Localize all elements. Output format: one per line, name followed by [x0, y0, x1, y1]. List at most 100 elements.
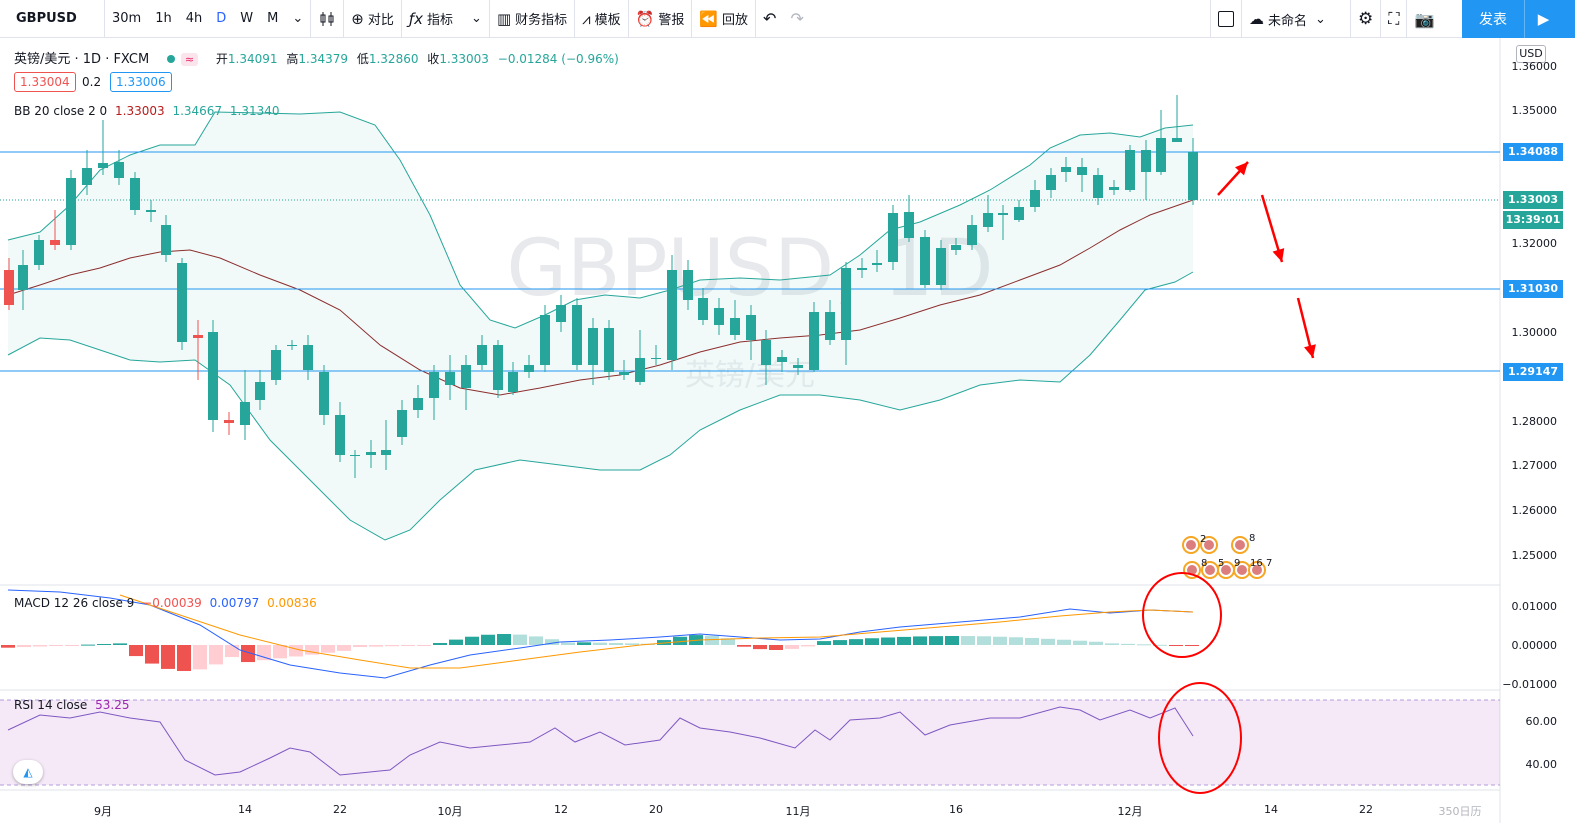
macd-axis-label: 0.00000	[1511, 639, 1558, 652]
candle-body	[381, 450, 391, 455]
macd-hist-bar	[881, 637, 895, 645]
interval-m[interactable]: M	[267, 11, 279, 26]
publish-button[interactable]: 发表 ▶	[1462, 0, 1575, 38]
macd-hist-bar	[977, 636, 991, 645]
macd-hist-bar	[145, 645, 159, 664]
fullscreen-select-button[interactable]	[1211, 0, 1241, 38]
event-flag-fill	[1252, 565, 1262, 575]
candle-body	[130, 178, 140, 210]
bollinger-fill	[8, 112, 1193, 540]
indicators-label: 指标	[427, 13, 454, 28]
macd-hist-bar	[1169, 645, 1183, 646]
candle-body	[1061, 167, 1071, 172]
macd-hist-bar	[577, 642, 591, 645]
price-badge[interactable]: 1.31030	[1503, 280, 1563, 298]
candle	[508, 362, 518, 395]
candle	[936, 240, 946, 290]
event-count-label: 8	[1201, 558, 1207, 569]
candle-body	[730, 318, 740, 335]
candle-body	[667, 270, 677, 360]
price-badge[interactable]: 1.33003	[1503, 191, 1563, 209]
event-count-label: 2	[1200, 534, 1206, 545]
interval-w[interactable]: W	[240, 11, 254, 26]
price-badge[interactable]: 1.29147	[1503, 363, 1563, 381]
ask-price-box[interactable]: 1.33006	[110, 72, 172, 92]
macd-hist-bar	[721, 638, 735, 645]
tradingview-logo[interactable]: ◭	[13, 760, 43, 784]
macd-hist-bar	[1025, 637, 1039, 645]
candle	[429, 365, 439, 420]
macd-hist-bar	[129, 645, 143, 657]
candle-body	[777, 357, 787, 362]
price-badge[interactable]: 1.34088	[1503, 143, 1563, 161]
rsi-legend[interactable]: RSI 14 close 53.25	[14, 698, 130, 712]
price-axis-label: 1.35000	[1511, 104, 1558, 117]
interval-30m[interactable]: 30m	[112, 11, 142, 26]
macd-hist-bar	[737, 645, 751, 647]
candle	[1077, 158, 1087, 192]
macd-legend[interactable]: MACD 12 26 close 9 −0.00039 0.00797 0.00…	[14, 596, 317, 610]
price-badge[interactable]: 13:39:01	[1503, 211, 1563, 229]
candle-body	[240, 402, 250, 425]
candle	[98, 120, 108, 175]
chart-type-button[interactable]	[311, 0, 343, 38]
undo-button[interactable]: ↶	[756, 0, 783, 38]
macd-hist-bar	[401, 645, 415, 646]
ohlc-close-label: 收	[427, 52, 440, 66]
macd-hist-bar	[913, 636, 927, 645]
macd-hist-bar	[1137, 644, 1151, 646]
fullscreen-button[interactable]: ⛶	[1381, 0, 1406, 38]
candle	[271, 345, 281, 385]
candle-body	[572, 305, 582, 365]
macd-hist-bar	[833, 640, 847, 645]
bb-legend[interactable]: BB 20 close 2 0 1.33003 1.34667 1.31340	[14, 104, 280, 118]
macd-line-value: 0.00797	[209, 596, 260, 610]
candle	[240, 370, 250, 440]
candle-body	[114, 162, 124, 178]
candle-body	[1125, 150, 1135, 190]
macd-label: MACD 12 26 close 9	[14, 596, 135, 610]
play-icon[interactable]: ▶	[1524, 0, 1562, 38]
interval-dropdown[interactable]: ⌄	[285, 0, 310, 38]
bid-price-box[interactable]: 1.33004	[14, 72, 76, 92]
candle	[177, 258, 187, 350]
candle-body	[508, 372, 518, 392]
compare-button[interactable]: ⊕ 对比	[344, 0, 401, 38]
macd-hist-bar	[1009, 637, 1023, 645]
financials-button[interactable]: ▥ 财务指标	[490, 0, 574, 38]
replay-button[interactable]: ⏪ 回放	[692, 0, 755, 38]
candle-body	[303, 345, 313, 370]
rsi-axis-label: 40.00	[1525, 758, 1558, 771]
interval-4h[interactable]: 4h	[185, 11, 203, 26]
redo-button[interactable]: ↷	[783, 0, 810, 38]
candle	[335, 402, 345, 462]
alerts-button[interactable]: ⏰ 警报	[629, 0, 692, 38]
interval-d[interactable]: D	[216, 11, 227, 26]
layout-name-button[interactable]: ☁ 未命名 ⌄	[1242, 0, 1350, 38]
candle	[381, 420, 391, 470]
interval-1h[interactable]: 1h	[155, 11, 172, 26]
macd-hist-bar	[561, 642, 575, 645]
macd-hist-bar	[465, 636, 479, 645]
ohlc-high: 1.34379	[298, 52, 348, 66]
currency-label[interactable]: USD	[1516, 45, 1546, 63]
settings-button[interactable]: ⚙	[1351, 0, 1380, 38]
candle	[130, 172, 140, 215]
symbol-title[interactable]: 英镑/美元 · 1D · FXCM	[14, 52, 150, 67]
macd-histogram	[1, 634, 1199, 671]
candle	[146, 200, 156, 222]
snapshot-button[interactable]: 📷	[1407, 0, 1441, 38]
indicators-button[interactable]: ƒx 指标 ⌄	[402, 0, 489, 38]
symbol-search[interactable]: GBPUSD	[16, 11, 77, 26]
candle-body	[809, 312, 819, 370]
candle-body	[193, 335, 203, 338]
candle-body	[34, 240, 44, 265]
templates-button[interactable]: ⩘ 模板	[575, 0, 627, 38]
candle-body	[1014, 207, 1024, 220]
macd-hist-bar	[369, 645, 383, 647]
bb-label: BB 20 close 2 0	[14, 104, 108, 118]
macd-signal-value: 0.00836	[267, 596, 317, 610]
candle-body	[1172, 138, 1182, 142]
candle	[413, 385, 423, 418]
